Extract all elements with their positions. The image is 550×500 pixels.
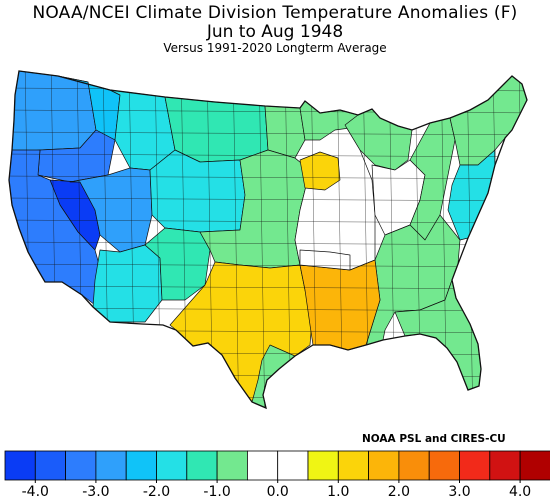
legend-tick-label: 4.0 bbox=[509, 484, 531, 500]
climate-divisions bbox=[8, 70, 528, 409]
region-lower-mississippi-valley bbox=[299, 259, 381, 351]
data-credit: NOAA PSL and CIRES-CU bbox=[362, 433, 506, 445]
legend-tick-label: -1.0 bbox=[203, 484, 230, 500]
legend-box bbox=[307, 450, 339, 481]
legend-tick-labels: -4.0 -3.0 -2.0 -1.0 0.0 1.0 2.0 3.0 4.0 bbox=[22, 480, 531, 500]
legend-box bbox=[125, 450, 157, 481]
legend-box bbox=[156, 450, 188, 481]
legend-color-boxes bbox=[4, 450, 550, 481]
region-utah-colorado-wyoming bbox=[149, 149, 246, 233]
legend-tick-label: 0.0 bbox=[267, 484, 289, 500]
legend-box bbox=[428, 450, 460, 481]
legend-tick-label: -4.0 bbox=[22, 484, 49, 500]
legend-box bbox=[519, 450, 550, 481]
legend-tick-label: 1.0 bbox=[327, 484, 349, 500]
division-line bbox=[258, 71, 266, 408]
map-period: Jun to Aug 1948 bbox=[206, 22, 344, 42]
division-line bbox=[232, 71, 240, 408]
legend-box bbox=[34, 450, 66, 481]
legend-tick-label: -2.0 bbox=[143, 484, 170, 500]
legend-box bbox=[4, 450, 36, 481]
division-line bbox=[9, 175, 527, 180]
color-scale-legend: -4.0 -3.0 -2.0 -1.0 0.0 1.0 2.0 3.0 4.0 bbox=[4, 450, 550, 500]
legend-box bbox=[95, 450, 127, 481]
region-northeast bbox=[449, 75, 528, 166]
legend-tick-label: 3.0 bbox=[448, 484, 470, 500]
map-baseline: Versus 1991-2020 Longterm Average bbox=[163, 41, 387, 55]
legend-box bbox=[186, 450, 218, 481]
legend-box bbox=[337, 450, 369, 481]
division-line bbox=[9, 131, 527, 136]
division-line bbox=[0, 418, 550, 421]
division-line bbox=[9, 197, 527, 202]
region-arizona-south bbox=[92, 244, 163, 323]
legend-tick-label: 2.0 bbox=[388, 484, 410, 500]
legend-box bbox=[65, 450, 97, 481]
division-line bbox=[9, 153, 527, 158]
region-oklahoma-arkansas-north bbox=[299, 249, 351, 271]
legend-box bbox=[459, 450, 491, 481]
legend-box bbox=[489, 450, 521, 481]
us-anomaly-map bbox=[0, 70, 550, 421]
legend-tick-label: -3.0 bbox=[82, 484, 109, 500]
division-line bbox=[9, 241, 527, 246]
division-line bbox=[9, 395, 527, 400]
legend-box bbox=[368, 450, 400, 481]
legend-box bbox=[277, 450, 309, 481]
legend-box bbox=[246, 450, 279, 481]
division-line bbox=[9, 219, 527, 224]
us-outline bbox=[8, 70, 528, 410]
region-wisconsin-iowa-hotspot bbox=[299, 151, 341, 191]
legend-box bbox=[398, 450, 430, 481]
legend-box bbox=[216, 450, 248, 481]
map-title: NOAA/NCEI Climate Division Temperature A… bbox=[32, 3, 518, 23]
